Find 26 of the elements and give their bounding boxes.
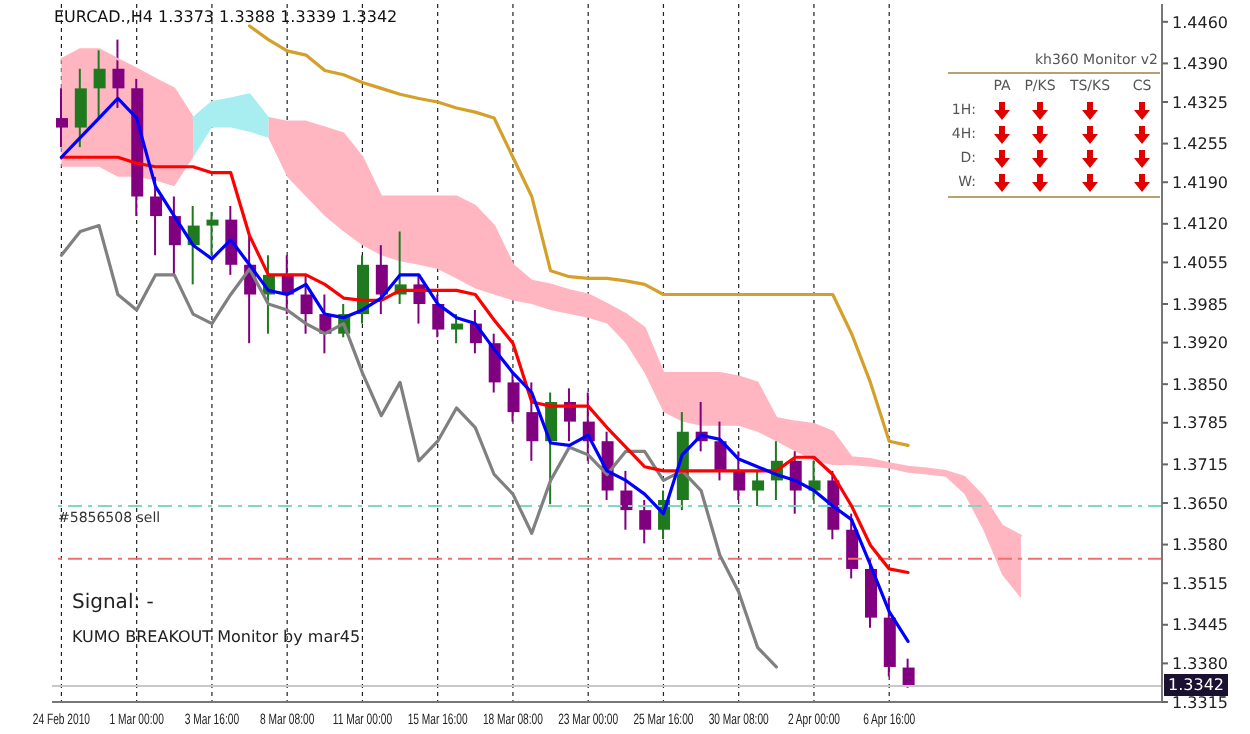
y-tick-label: 1.4255 [1172, 135, 1228, 154]
line-series [59, 223, 778, 669]
y-tick-label: 1.4055 [1172, 254, 1228, 273]
y-tick-label: 1.4190 [1172, 173, 1228, 192]
line-series [59, 155, 910, 575]
y-tick-label: 1.3580 [1172, 536, 1228, 555]
y-tick-label: 1.3985 [1172, 295, 1228, 314]
chart-title: EURCAD.,H4 1.3373 1.3388 1.3339 1.3342 [54, 8, 398, 26]
annotation: 1.3342 [1164, 673, 1228, 696]
y-tick-label: 1.3445 [1172, 616, 1228, 635]
annotation: KUMO BREAKOUT Monitor by mar45 [72, 628, 361, 646]
line-series [59, 96, 910, 644]
y-tick-label: 1.3515 [1172, 574, 1228, 593]
y-tick-label: 1.3715 [1172, 456, 1228, 475]
y-tick-label: 1.3380 [1172, 655, 1228, 674]
y-tick-label: 1.3785 [1172, 414, 1228, 433]
y-tick-label: 1.4460 [1172, 13, 1228, 32]
y-tick-label: 1.4325 [1172, 93, 1228, 112]
y-tick-label: 1.3315 [1172, 693, 1228, 712]
y-tick-label: 1.3920 [1172, 334, 1228, 353]
y-tick-label: 1.3650 [1172, 494, 1228, 513]
annotation: Signal: - [72, 592, 154, 614]
line-series [247, 24, 910, 447]
y-tick-label: 1.4120 [1172, 215, 1228, 234]
y-tick-label: 1.4390 [1172, 55, 1228, 74]
y-tick-label: 1.3850 [1172, 375, 1228, 394]
